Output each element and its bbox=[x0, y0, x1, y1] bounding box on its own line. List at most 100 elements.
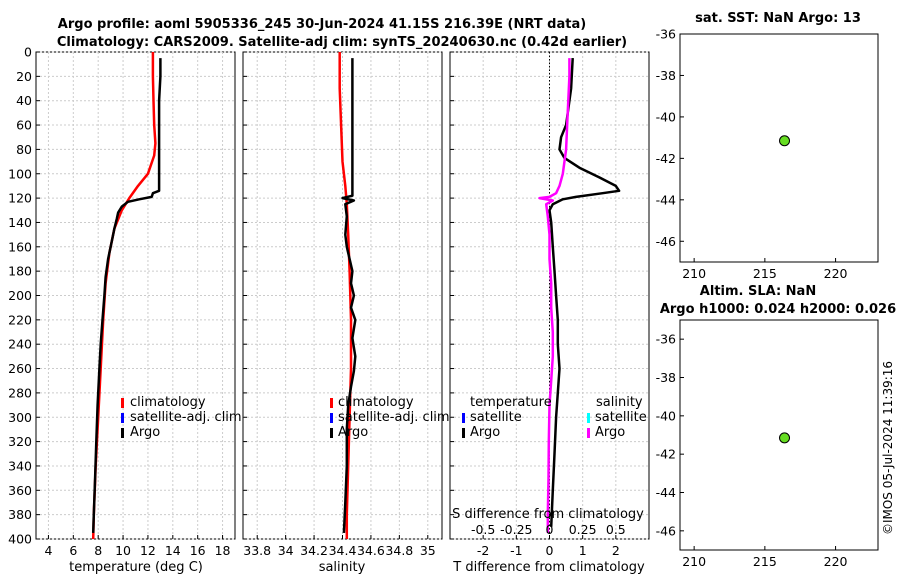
y-tick-label: 80 bbox=[16, 142, 32, 157]
timestamp: ©IMOS 05-Jul-2024 11:39:16 bbox=[881, 361, 895, 535]
series-line-argo bbox=[91, 58, 162, 533]
salinity-panel: 33.8 34 34.2 34.4 34.6 34.8 35 climatology sat… bbox=[242, 51, 450, 575]
y-tick-label: 140 bbox=[8, 215, 32, 230]
y-tick-label: 300 bbox=[8, 410, 32, 425]
x-tick-label: 34.8 bbox=[385, 543, 413, 558]
sst-title: sat. SST: NaN Argo: 13 bbox=[695, 11, 861, 26]
map-x-tick-label: 220 bbox=[824, 554, 848, 569]
y-tick-label: 60 bbox=[16, 118, 32, 133]
s-tick-label: 0.5 bbox=[606, 522, 626, 537]
x-tick-label: 18 bbox=[215, 543, 231, 558]
x-tick-label: 1 bbox=[579, 543, 587, 558]
y-tick-label: 360 bbox=[8, 483, 32, 498]
x-tick-label: 6 bbox=[69, 543, 77, 558]
x-tick-label: 10 bbox=[115, 543, 131, 558]
x-tick-label: 8 bbox=[94, 543, 102, 558]
x-tick-label: 16 bbox=[190, 543, 206, 558]
map-x-tick-label: 210 bbox=[682, 554, 706, 569]
y-tick-label: 220 bbox=[8, 312, 32, 327]
y-tick-label: 400 bbox=[8, 532, 32, 547]
x-tick-label: -1 bbox=[510, 543, 522, 558]
legend-satellite-adj: satellite-adj. clim bbox=[338, 410, 450, 425]
sla-title2: Argo h1000: 0.024 h2000: 0.026 bbox=[660, 302, 896, 317]
map-y-tick-label: -36 bbox=[656, 332, 676, 347]
title-line1: Argo profile: aoml 5905336_245 30-Jun-20… bbox=[58, 17, 586, 32]
x-tick-label: 4 bbox=[44, 543, 52, 558]
y-tick-label: 160 bbox=[8, 239, 32, 254]
y-tick-label: 180 bbox=[8, 264, 32, 279]
legend-climatology: climatology bbox=[338, 395, 414, 410]
sla-title1: Altim. SLA: NaN bbox=[700, 284, 816, 299]
difference-panel: -2 -1 0 1 2 temperature satellite Argo salin… bbox=[449, 51, 650, 575]
argo-position-marker bbox=[779, 432, 791, 444]
legend-swatch-argo bbox=[121, 428, 124, 438]
title-line2: Climatology: CARS2009. Satellite-adj cli… bbox=[57, 35, 627, 50]
x-tick-label: 34.2 bbox=[300, 543, 328, 558]
x-tick-label: 0 bbox=[546, 543, 554, 558]
legend-swatch-climatology bbox=[121, 398, 124, 408]
y-tick-label: 240 bbox=[8, 337, 32, 352]
map-y-tick-label: -44 bbox=[656, 192, 676, 207]
y-tick-label: 0 bbox=[24, 45, 32, 60]
legend-swatch-s-satellite bbox=[587, 413, 590, 423]
map-y-tick-label: -38 bbox=[656, 68, 676, 83]
legend-swatch-satellite-adj bbox=[121, 413, 124, 423]
legend-argo: Argo bbox=[338, 425, 368, 440]
legend-s-argo: Argo bbox=[595, 425, 625, 440]
series-line-argo bbox=[341, 58, 357, 533]
y-tick-label: 200 bbox=[8, 288, 32, 303]
y-tick-label: 380 bbox=[8, 507, 32, 522]
y-tick-label: 40 bbox=[16, 93, 32, 108]
x-tick-label: 12 bbox=[140, 543, 156, 558]
y-tick-label: 20 bbox=[16, 69, 32, 84]
map-x-tick-label: 215 bbox=[753, 554, 777, 569]
map-y-tick-label: -40 bbox=[656, 109, 676, 124]
y-tick-label: 100 bbox=[8, 166, 32, 181]
x-tick-label: 2 bbox=[612, 543, 620, 558]
temperature-panel: 0 20 40 60 80 100 120 140 160 180 200 220 240 260 280 3… bbox=[8, 45, 241, 576]
map-y-tick-label: -38 bbox=[656, 370, 676, 385]
series-line-argo-t-diff bbox=[548, 58, 621, 527]
x-tick-label: 33.8 bbox=[243, 543, 271, 558]
s-tick-label: -0.5 bbox=[471, 522, 495, 537]
y-tick-label: 320 bbox=[8, 434, 32, 449]
s-tick-label: -0.25 bbox=[500, 522, 532, 537]
legend-argo: Argo bbox=[130, 425, 160, 440]
temperature-xlabel: temperature (deg C) bbox=[69, 560, 203, 575]
series-line-argo-s-diff bbox=[538, 58, 571, 533]
s-tick-label: 0.25 bbox=[569, 522, 597, 537]
x-tick-label: 35 bbox=[420, 543, 436, 558]
map-y-tick-label: -46 bbox=[656, 523, 676, 538]
legend-climatology: climatology bbox=[130, 395, 206, 410]
salinity-legend: climatology satellite-adj. clim Argo bbox=[330, 395, 450, 440]
legend-s-satellite: satellite bbox=[595, 410, 647, 425]
s-diff-label: S difference from climatology bbox=[452, 507, 644, 522]
salinity-xlabel: salinity bbox=[319, 560, 366, 575]
y-tick-label: 260 bbox=[8, 361, 32, 376]
map-y-tick-label: -44 bbox=[656, 485, 676, 500]
legend-t-satellite: satellite bbox=[470, 410, 522, 425]
map-y-tick-label: -42 bbox=[656, 447, 676, 462]
difference-legend: temperature satellite Argo salinity sate… bbox=[462, 395, 647, 440]
sst-axes bbox=[679, 33, 879, 263]
legend-title-salinity: salinity bbox=[596, 395, 643, 410]
x-tick-label: 34.4 bbox=[329, 543, 357, 558]
map-y-tick-label: -40 bbox=[656, 408, 676, 423]
legend-swatch-climatology bbox=[330, 398, 333, 408]
map-y-tick-label: -46 bbox=[656, 234, 676, 249]
sla-map-panel: Altim. SLA: NaN Argo h1000: 0.024 h2000:… bbox=[656, 284, 897, 569]
legend-swatch-satellite-adj bbox=[330, 413, 333, 423]
sla-axes bbox=[679, 319, 879, 551]
map-x-tick-label: 220 bbox=[824, 266, 848, 281]
y-tick-label: 340 bbox=[8, 458, 32, 473]
legend-swatch-s-argo bbox=[587, 428, 590, 438]
t-diff-label: T difference from climatology bbox=[452, 560, 645, 575]
legend-swatch-t-argo bbox=[462, 428, 465, 438]
sst-map-panel: sat. SST: NaN Argo: 13 -36 -38 -40 -42 -44 -4… bbox=[656, 11, 879, 281]
x-tick-label: 34 bbox=[278, 543, 294, 558]
legend-t-argo: Argo bbox=[470, 425, 500, 440]
map-y-tick-label: -36 bbox=[656, 27, 676, 42]
x-tick-label: 34.6 bbox=[357, 543, 385, 558]
legend-satellite-adj: satellite-adj. clim bbox=[130, 410, 242, 425]
